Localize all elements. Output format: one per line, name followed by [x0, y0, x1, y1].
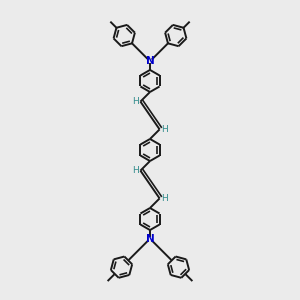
Text: H: H: [161, 125, 168, 134]
Text: H: H: [132, 97, 139, 106]
Text: H: H: [132, 166, 139, 175]
Text: H: H: [161, 194, 168, 203]
Text: N: N: [146, 56, 154, 66]
Text: N: N: [146, 234, 154, 244]
